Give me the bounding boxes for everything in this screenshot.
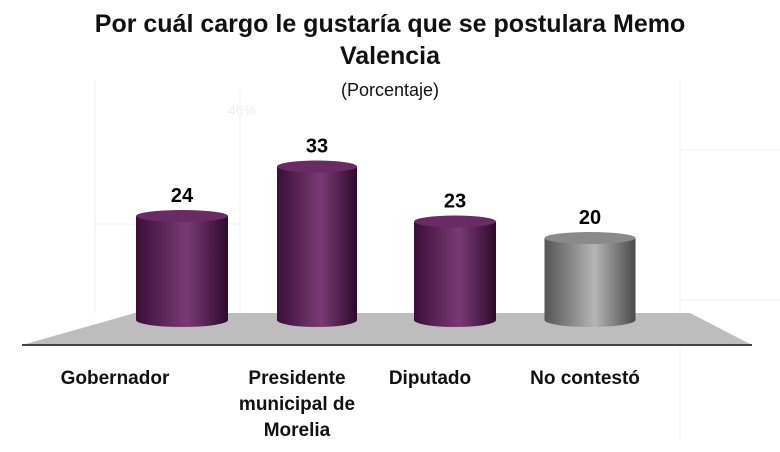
bar-body bbox=[544, 238, 636, 327]
chart-subtitle: (Porcentaje) bbox=[340, 80, 440, 100]
bar-top bbox=[544, 232, 636, 244]
bar: 24 bbox=[136, 185, 228, 327]
bar: 23 bbox=[414, 191, 496, 327]
chart-title: Por cuál cargo le gustaría que se postul… bbox=[94, 10, 686, 70]
x-tick-label: No contestó bbox=[530, 368, 640, 389]
bar-body bbox=[414, 221, 496, 327]
x-tick-label: Diputado bbox=[388, 368, 472, 389]
watermark-text: 46% bbox=[228, 102, 257, 118]
bar-top bbox=[136, 210, 228, 222]
data-label: 33 bbox=[306, 136, 328, 158]
data-label: 23 bbox=[444, 191, 466, 213]
bar: 20 bbox=[544, 207, 636, 327]
chart-floor bbox=[22, 313, 752, 345]
data-label: 24 bbox=[171, 185, 194, 207]
x-tick-label: Presidente municipal de Morelia bbox=[238, 368, 356, 441]
x-tick-label: Gobernador bbox=[60, 368, 170, 389]
bar-top bbox=[414, 215, 496, 228]
bar-body bbox=[136, 216, 228, 327]
data-label: 20 bbox=[579, 207, 601, 229]
bar-top bbox=[277, 160, 357, 173]
bar-body bbox=[277, 166, 357, 327]
bar: 33 bbox=[277, 136, 357, 327]
